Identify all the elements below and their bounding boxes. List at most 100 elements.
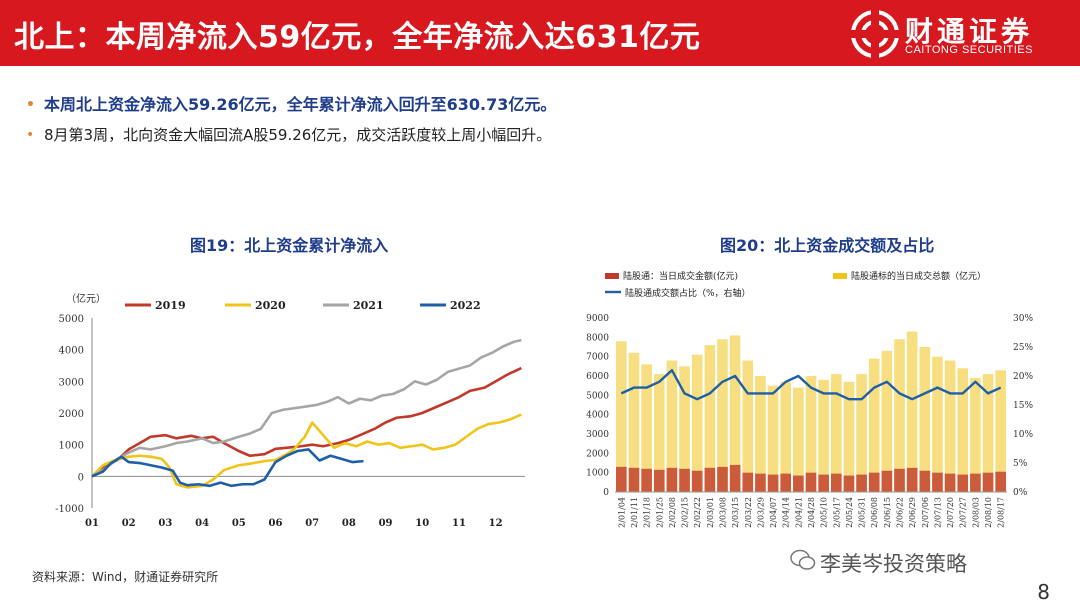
y-tick-label: 2000 [59,409,84,420]
total-bar [894,339,905,492]
x-date-label: 2022/07/20 [946,497,955,528]
amount-bar [691,470,703,492]
amount-bar [717,466,728,492]
y-right-tick: 25% [1013,343,1033,353]
total-bar [982,374,994,492]
x-date-label: 2022/01/25 [655,497,664,528]
company-logo: 财通证券 CAITONG SECURITIES [849,8,1054,60]
x-tick-label: 02 [122,518,136,529]
x-tick-label: 06 [269,518,283,529]
header-bar: 北上：本周净流入59亿元，全年净流入达631亿元 财通证券 CAITONG SE… [0,0,1080,66]
page-title: 北上：本周净流入59亿元，全年净流入达631亿元 [14,20,701,55]
y-left-tick: 5000 [586,391,609,401]
x-date-label: 2022/03/22 [744,497,753,528]
series-line-2021 [91,338,522,478]
total-bar [742,360,754,492]
total-bar [666,360,678,492]
bullet-text: 8月第3周，北向资金大幅回流A股59.26亿元，成交活跃度较上周小幅回升。 [44,126,552,144]
amount-bar [742,472,754,492]
legend-swatch-amount [605,273,619,279]
wechat-icon [790,549,816,570]
total-bar [830,374,842,492]
total-bar [729,335,741,492]
share-line [620,368,1002,401]
y-right-tick: 15% [1013,401,1033,411]
x-date-label: 2022/03/08 [718,497,727,528]
x-date-label: 2022/06/15 [883,497,892,528]
y-left-tick: 6000 [586,372,609,382]
x-tick-label: 04 [195,518,209,529]
total-bar [868,358,880,492]
amount-bar [767,474,779,492]
amount-bar [666,467,678,492]
x-date-label: 2022/05/24 [845,497,854,528]
y-left-tick: 1000 [586,469,609,479]
total-bar [653,374,665,492]
y-tick-label: 3000 [59,377,84,388]
amount-bar [995,471,1006,492]
chart2-title: 图20：北上资金成交额及占比 [720,236,935,255]
total-bar [767,385,779,492]
amount-bar [818,474,829,492]
total-bar [793,387,804,492]
y-right-tick: 10% [1013,430,1033,440]
y-tick-label: 0 [78,472,84,483]
amount-bar [932,472,943,492]
bullet-list: • 本周北上资金净流入59.26亿元，全年累计净流入回升至630.73亿元。 •… [26,90,556,150]
y-left-tick: 0 [603,488,609,498]
legend-swatch-total [833,273,847,279]
x-date-label: 2022/05/10 [820,497,829,528]
x-tick-label: 11 [452,518,466,529]
x-date-label: 2022/06/08 [870,497,879,528]
total-bar [843,381,855,492]
x-date-label: 2022/06/29 [908,497,917,528]
total-bar [717,339,728,492]
x-date-label: 2022/01/04 [617,497,626,528]
bullet-item: • 本周北上资金净流入59.26亿元，全年累计净流入回升至630.73亿元。 [26,90,556,120]
x-date-label: 2022/01/18 [643,497,652,528]
amount-bar [755,473,766,492]
total-bar [970,377,981,492]
legend-label-share: 陆股通成交额占比（%，右轴） [625,287,751,299]
x-date-label: 2022/04/28 [807,497,816,528]
y-tick-label: 5000 [59,314,84,325]
unit-label: （亿元） [66,292,106,305]
total-bar [818,379,829,492]
page-number: 8 [1037,580,1050,604]
total-bar [641,364,652,492]
legend-label-2020: 2020 [255,299,286,312]
x-date-label: 2022/07/27 [959,497,968,528]
amount-bar [970,473,981,492]
total-bar [679,366,690,492]
logo-subtitle: CAITONG SECURITIES [905,44,1033,56]
amount-bar [653,469,665,492]
total-bar [906,331,918,492]
legend-label-amount: 陆股通：当日成交金额(亿元) [623,270,738,282]
total-bar [995,370,1006,492]
x-date-label: 2022/02/15 [681,497,690,528]
x-tick-label: 07 [305,518,319,529]
total-bar [616,341,627,492]
amount-bar [805,472,817,492]
x-tick-label: 10 [415,518,429,529]
watermark-text: 李美岑投资策略 [820,552,967,576]
chart2-turnover: 0 1000 2000 3000 4000 5000 6000 7000 8000 9000 0% 5… [586,270,1033,528]
legend-label-total: 陆股通标的当日成交总额（亿元） [851,270,986,282]
series-line-2022 [91,448,364,488]
amount-bar [982,472,994,492]
amount-bar [704,467,716,492]
x-tick-label: 03 [158,518,172,529]
caitong-logo-icon [851,10,899,58]
x-date-label: 2022/08/10 [984,497,993,528]
x-date-label: 2022/03/29 [756,497,765,528]
x-date-label: 2022/08/03 [971,497,980,528]
x-date-label: 2022/05/31 [858,497,867,528]
amount-bar [616,466,627,492]
amount-bar [628,467,640,492]
series-line-2020 [91,413,522,489]
amount-bar [919,470,931,492]
amount-bar [856,474,867,492]
bullet-dot: • [26,127,35,143]
logo-text: 财通证券 [905,15,1034,48]
x-date-label: 2022/01/11 [630,497,639,528]
